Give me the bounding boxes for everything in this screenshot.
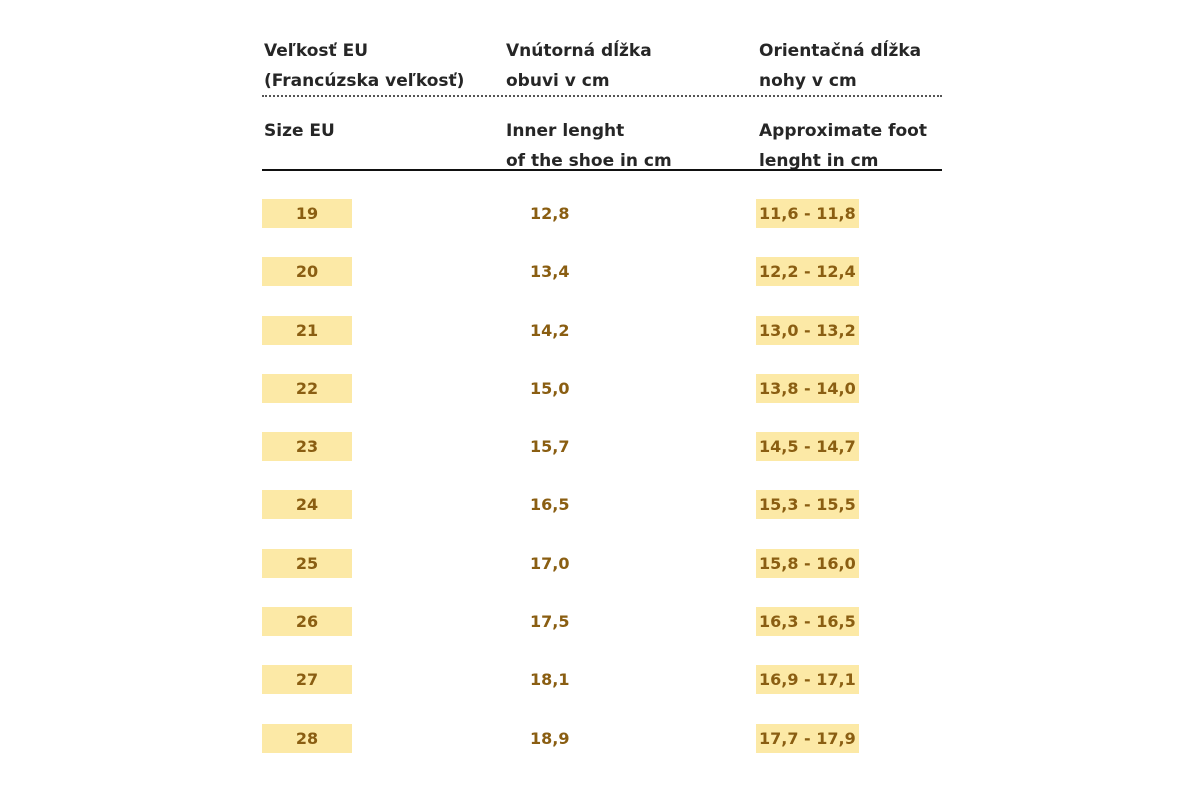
header-inner-length-sk: Vnútorná dĺžka obuvi v cm <box>506 41 652 91</box>
table-row: 21 14,2 13,0 - 13,2 <box>262 315 942 345</box>
size-cell: 24 <box>262 490 352 520</box>
table-row: 20 13,4 12,2 - 12,4 <box>262 257 942 287</box>
inner-length-cell: 18,1 <box>530 670 570 690</box>
table-row: 25 17,0 15,8 - 16,0 <box>262 548 942 578</box>
foot-length-cell: 15,3 - 15,5 <box>756 490 859 520</box>
table-row: 19 12,8 11,6 - 11,8 <box>262 199 942 228</box>
inner-length-cell: 15,0 <box>530 378 570 398</box>
foot-length-cell: 16,9 - 17,1 <box>756 665 859 695</box>
header-size-eu-sk: Veľkosť EU (Francúzska veľkosť) <box>264 41 465 91</box>
inner-length-cell: 18,9 <box>530 728 570 748</box>
foot-length-cell: 13,0 - 13,2 <box>756 315 859 345</box>
size-cell: 28 <box>262 723 352 753</box>
inner-length-cell: 16,5 <box>530 495 570 515</box>
header-foot-length-sk: Orientačná dĺžka nohy v cm <box>759 41 922 91</box>
table-body: 19 12,8 11,6 - 11,8 20 13,4 12,2 - 12,4 … <box>262 199 942 782</box>
foot-length-cell: 16,3 - 16,5 <box>756 607 859 637</box>
header-inner-length-en: Inner lenght of the shoe in cm <box>506 121 672 171</box>
inner-length-cell: 15,7 <box>530 437 570 457</box>
size-cell: 20 <box>262 257 352 287</box>
header-row-english: Size EU Inner lenght of the shoe in cm A… <box>262 116 942 176</box>
inner-length-cell: 17,5 <box>530 612 570 632</box>
size-cell: 23 <box>262 432 352 462</box>
table-row: 24 16,5 15,3 - 15,5 <box>262 490 942 520</box>
foot-length-cell: 17,7 - 17,9 <box>756 723 859 753</box>
inner-length-cell: 17,0 <box>530 553 570 573</box>
size-cell: 22 <box>262 373 352 403</box>
table-row: 27 18,1 16,9 - 17,1 <box>262 665 942 695</box>
table-row: 22 15,0 13,8 - 14,0 <box>262 373 942 403</box>
foot-length-cell: 15,8 - 16,0 <box>756 548 859 578</box>
header-size-eu-en: Size EU <box>264 121 335 141</box>
size-chart-table: Veľkosť EU (Francúzska veľkosť) Vnútorná… <box>262 36 942 766</box>
size-cell: 26 <box>262 607 352 637</box>
header-row-slovak: Veľkosť EU (Francúzska veľkosť) Vnútorná… <box>262 36 942 96</box>
dotted-divider <box>262 95 942 97</box>
size-cell: 21 <box>262 315 352 345</box>
inner-length-cell: 13,4 <box>530 262 570 282</box>
size-cell: 27 <box>262 665 352 695</box>
table-row: 23 15,7 14,5 - 14,7 <box>262 432 942 462</box>
foot-length-cell: 13,8 - 14,0 <box>756 373 859 403</box>
size-cell: 19 <box>262 199 352 228</box>
foot-length-cell: 11,6 - 11,8 <box>756 199 859 228</box>
size-cell: 25 <box>262 548 352 578</box>
header-divider <box>262 169 942 171</box>
table-row: 28 18,9 17,7 - 17,9 <box>262 723 942 753</box>
header-foot-length-en: Approximate foot lenght in cm <box>759 121 927 171</box>
inner-length-cell: 14,2 <box>530 320 570 340</box>
foot-length-cell: 12,2 - 12,4 <box>756 257 859 287</box>
foot-length-cell: 14,5 - 14,7 <box>756 432 859 462</box>
inner-length-cell: 12,8 <box>530 204 570 223</box>
table-row: 26 17,5 16,3 - 16,5 <box>262 607 942 637</box>
